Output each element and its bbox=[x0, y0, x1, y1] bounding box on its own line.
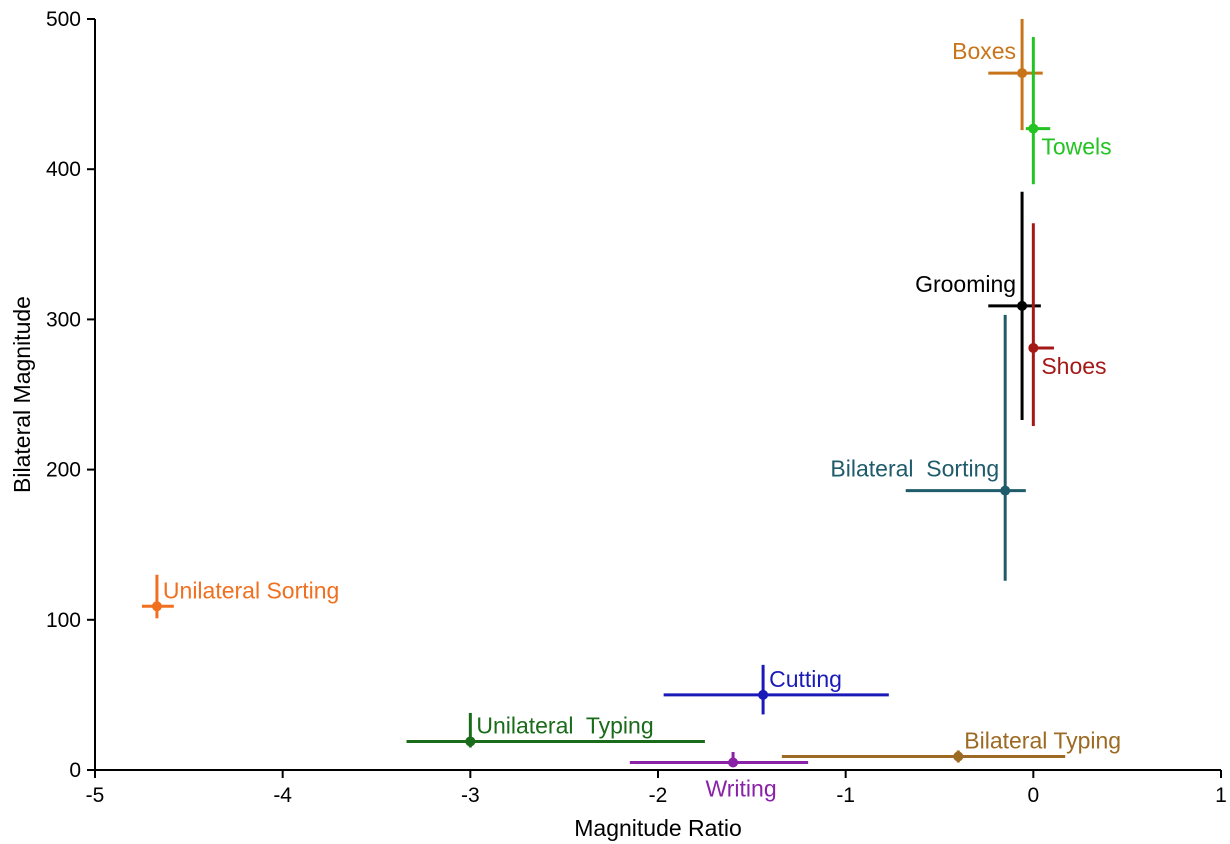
data-point: Bilateral Sorting bbox=[830, 314, 1026, 581]
x-axis-ticks: -5 -4 -3 -2 -1 0 1 bbox=[86, 770, 1227, 807]
point-marker bbox=[758, 689, 769, 700]
point-marker bbox=[1000, 485, 1011, 496]
y-tick-label: 400 bbox=[46, 158, 81, 181]
data-point: Writing bbox=[629, 751, 809, 801]
data-point: Cutting bbox=[663, 664, 889, 715]
point-marker bbox=[1028, 342, 1039, 353]
y-tick-label: 300 bbox=[46, 308, 81, 331]
point-marker bbox=[1017, 68, 1028, 79]
x-axis-title: Magnitude Ratio bbox=[574, 815, 742, 841]
point-label: Cutting bbox=[769, 666, 842, 692]
data-point: Boxes bbox=[952, 19, 1043, 131]
point-label: Bilateral Sorting bbox=[830, 456, 999, 482]
point-label: Shoes bbox=[1041, 353, 1106, 379]
x-tick-label: -5 bbox=[86, 784, 105, 807]
point-label: Unilateral Sorting bbox=[163, 577, 339, 603]
data-points: Boxes Towels Grooming Shoes Bilateral Sortin… bbox=[141, 19, 1121, 801]
point-marker bbox=[728, 757, 739, 768]
point-label: Towels bbox=[1041, 134, 1111, 160]
point-label: Boxes bbox=[952, 38, 1016, 64]
y-axis-title: Bilateral Magnitude bbox=[9, 296, 35, 493]
point-marker bbox=[953, 751, 964, 762]
y-tick-label: 500 bbox=[46, 8, 81, 31]
y-axis-ticks: 0 100 200 300 400 500 bbox=[46, 8, 95, 782]
y-tick-label: 200 bbox=[46, 459, 81, 482]
x-tick-label: 0 bbox=[1027, 784, 1039, 807]
data-point: Towels bbox=[1025, 37, 1112, 185]
point-label: Bilateral Typing bbox=[964, 727, 1121, 753]
data-point: Unilateral Sorting bbox=[141, 574, 339, 619]
x-tick-label: -1 bbox=[836, 784, 855, 807]
point-label: Grooming bbox=[915, 271, 1016, 297]
x-tick-label: -2 bbox=[649, 784, 668, 807]
data-point: Bilateral Typing bbox=[781, 727, 1121, 763]
data-point: Shoes bbox=[1028, 223, 1107, 427]
x-tick-label: -3 bbox=[461, 784, 480, 807]
y-tick-label: 0 bbox=[69, 759, 81, 782]
x-tick-label: 1 bbox=[1215, 784, 1227, 807]
point-label: Writing bbox=[705, 775, 776, 801]
point-marker bbox=[1028, 123, 1039, 134]
data-point: Unilateral Typing bbox=[406, 712, 705, 748]
point-label: Unilateral Typing bbox=[476, 712, 653, 738]
point-marker bbox=[151, 601, 162, 612]
y-tick-label: 100 bbox=[46, 609, 81, 632]
data-point: Grooming bbox=[915, 191, 1041, 421]
point-marker bbox=[465, 736, 476, 747]
plot-area: -5 -4 -3 -2 -1 0 1 0 100 200 300 400 500 Boxes Towel… bbox=[46, 8, 1227, 807]
x-tick-label: -4 bbox=[273, 784, 292, 807]
point-marker bbox=[1017, 300, 1028, 311]
